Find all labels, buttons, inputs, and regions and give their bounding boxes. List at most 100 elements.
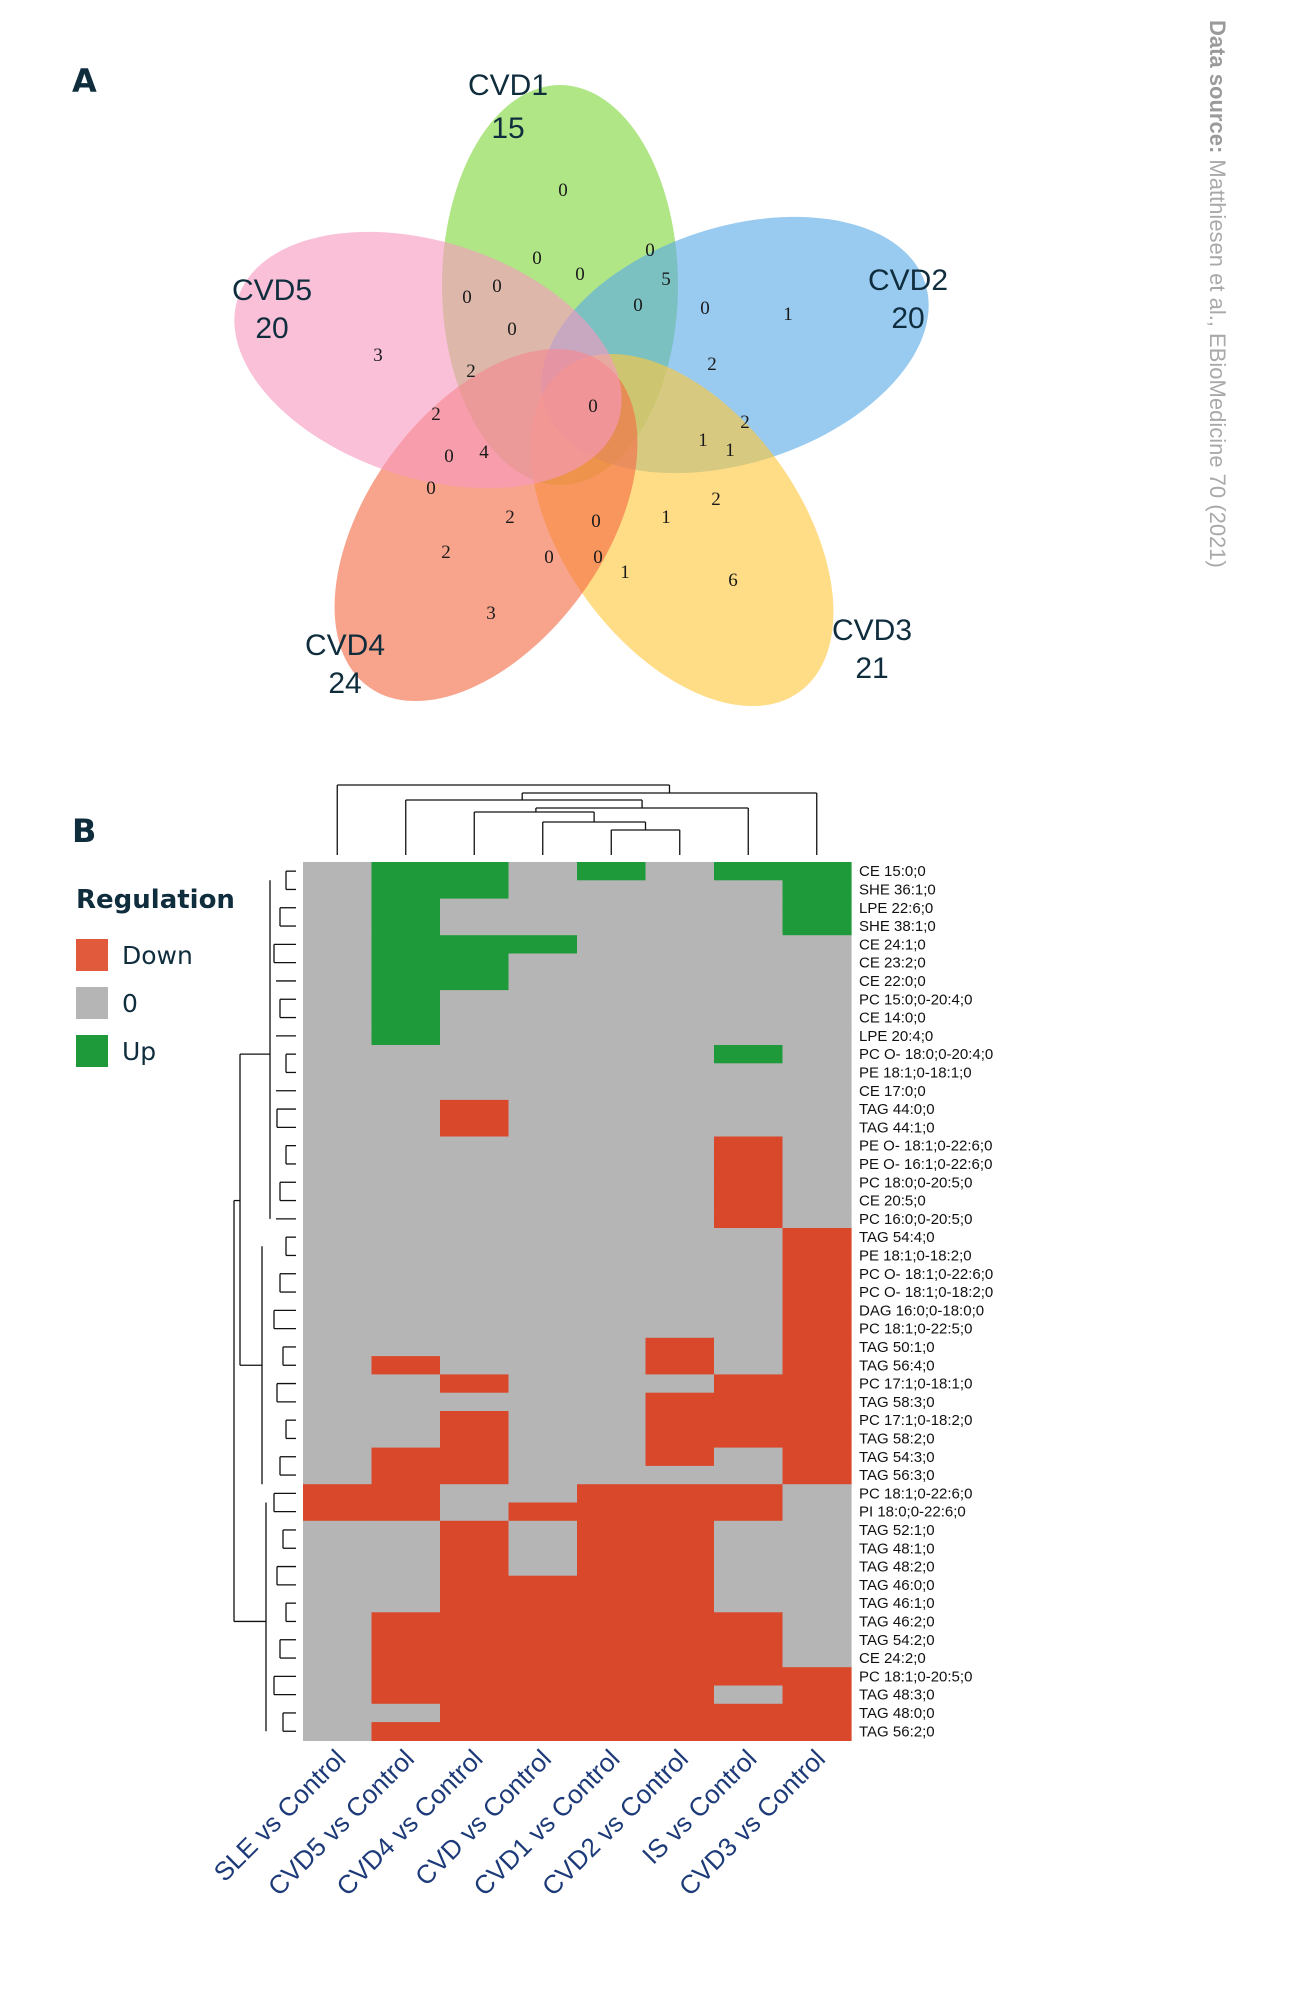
- heatmap-cell: [714, 1411, 784, 1430]
- heatmap-row-label: CE 15:0;0: [859, 863, 926, 880]
- heatmap-cell: [371, 1539, 441, 1558]
- venn-region-count: 0: [700, 298, 710, 319]
- venn-region-count: 4: [479, 442, 489, 463]
- heatmap-cell: [371, 1264, 441, 1284]
- heatmap-cell: [645, 1319, 715, 1339]
- venn-set-total-cvd2: 20: [891, 302, 924, 335]
- heatmap-cell: [371, 990, 441, 1009]
- heatmap-cell: [714, 1081, 784, 1101]
- heatmap-cell: [508, 1429, 578, 1449]
- heatmap-cell: [577, 1264, 647, 1284]
- heatmap-cell: [645, 1282, 715, 1302]
- heatmap-cell: [645, 935, 715, 955]
- heatmap-cell: [714, 1045, 784, 1064]
- heatmap-cell: [440, 1264, 510, 1284]
- heatmap-cell: [303, 1520, 373, 1540]
- panel-label-b: B: [72, 812, 97, 850]
- row-dendrogram: [233, 870, 296, 1732]
- heatmap-cell: [714, 1594, 784, 1613]
- venn-region-count: 2: [466, 361, 476, 382]
- heatmap-cell: [440, 1411, 510, 1430]
- heatmap-cell: [714, 1282, 784, 1302]
- heatmap-cell: [440, 1319, 510, 1339]
- heatmap-cell: [782, 935, 852, 955]
- heatmap-cell: [782, 1502, 852, 1522]
- venn-region-count: 0: [593, 547, 603, 568]
- heatmap-cell: [782, 1594, 852, 1613]
- heatmap-cell: [645, 898, 715, 918]
- heatmap-cell: [371, 1209, 441, 1229]
- heatmap-cell: [303, 862, 373, 881]
- heatmap-cell: [440, 1392, 510, 1412]
- legend-label-up: Up: [122, 1036, 157, 1066]
- heatmap-cell: [440, 1191, 510, 1211]
- heatmap-cell: [508, 1520, 578, 1540]
- heatmap-cell: [645, 1612, 715, 1632]
- heatmap-cell: [440, 1099, 510, 1119]
- heatmap-cell: [508, 1191, 578, 1211]
- heatmap-cell: [645, 1484, 715, 1504]
- heatmap-cell: [508, 1685, 578, 1705]
- heatmap-cell: [440, 1612, 510, 1632]
- venn-set-total-cvd3: 21: [855, 652, 888, 685]
- heatmap-cell: [645, 1667, 715, 1687]
- heatmap-cell: [303, 1246, 373, 1266]
- heatmap-cell: [303, 990, 373, 1009]
- heatmap-cell: [440, 1173, 510, 1192]
- heatmap-cell: [371, 1465, 441, 1485]
- heatmap-cell: [782, 1722, 852, 1741]
- heatmap-cell: [371, 1228, 441, 1247]
- heatmap-cell: [508, 1246, 578, 1266]
- heatmap-cell: [303, 1575, 373, 1595]
- heatmap-row-label: TAG 56:2;0: [859, 1723, 935, 1740]
- heatmap-row-label: SHE 36:1;0: [859, 881, 936, 898]
- heatmap-cell: [303, 1411, 373, 1430]
- heatmap-cell: [440, 1045, 510, 1064]
- heatmap-cell: [303, 1026, 373, 1046]
- heatmap-cell: [782, 1136, 852, 1156]
- heatmap-cell: [303, 1703, 373, 1723]
- heatmap-cell: [371, 1520, 441, 1540]
- heatmap-cell: [303, 1173, 373, 1192]
- heatmap-cell: [508, 1648, 578, 1668]
- heatmap-cell: [508, 1118, 578, 1138]
- heatmap-cell: [440, 1356, 510, 1375]
- heatmap-cell: [782, 1557, 852, 1577]
- heatmap-cell: [714, 1630, 784, 1650]
- heatmap-cell: [440, 1337, 510, 1357]
- heatmap-cell: [371, 1648, 441, 1668]
- heatmap-cell: [714, 1557, 784, 1577]
- heatmap-cell: [714, 880, 784, 900]
- heatmap-cell: [508, 1612, 578, 1632]
- heatmap-cell: [782, 1045, 852, 1064]
- heatmap-row-label: TAG 46:2;0: [859, 1613, 935, 1630]
- heatmap-cell: [782, 1630, 852, 1650]
- heatmap-cell: [371, 1118, 441, 1138]
- heatmap-cell: [508, 1337, 578, 1357]
- heatmap-row-label: PE O- 16:1;0-22:6;0: [859, 1156, 992, 1173]
- heatmap-cell: [303, 1594, 373, 1613]
- heatmap-cell: [714, 1209, 784, 1229]
- heatmap-cell: [577, 1612, 647, 1632]
- venn-region-count: 2: [707, 354, 717, 375]
- legend-item-zero: 0: [76, 979, 235, 1027]
- heatmap-row-label: CE 20:5;0: [859, 1193, 926, 1210]
- heatmap-cell: [303, 1282, 373, 1302]
- venn-set-total-cvd4: 24: [328, 667, 361, 700]
- heatmap-row-label: PC 18:0;0-20:5;0: [859, 1174, 972, 1191]
- heatmap-cell: [303, 1118, 373, 1138]
- heatmap-cell: [371, 1392, 441, 1412]
- heatmap-cell: [782, 1392, 852, 1412]
- heatmap-cell: [508, 953, 578, 973]
- heatmap-cell: [440, 1465, 510, 1485]
- heatmap-cell: [371, 1630, 441, 1650]
- heatmap-cell: [508, 1228, 578, 1247]
- heatmap-cell: [645, 862, 715, 881]
- heatmap-row-label: PC O- 18:1;0-18:2;0: [859, 1284, 993, 1301]
- heatmap-cell: [782, 1099, 852, 1119]
- heatmap-cell: [440, 935, 510, 955]
- heatmap-cell: [371, 916, 441, 936]
- heatmap-cell: [508, 1173, 578, 1192]
- heatmap-cell: [782, 1264, 852, 1284]
